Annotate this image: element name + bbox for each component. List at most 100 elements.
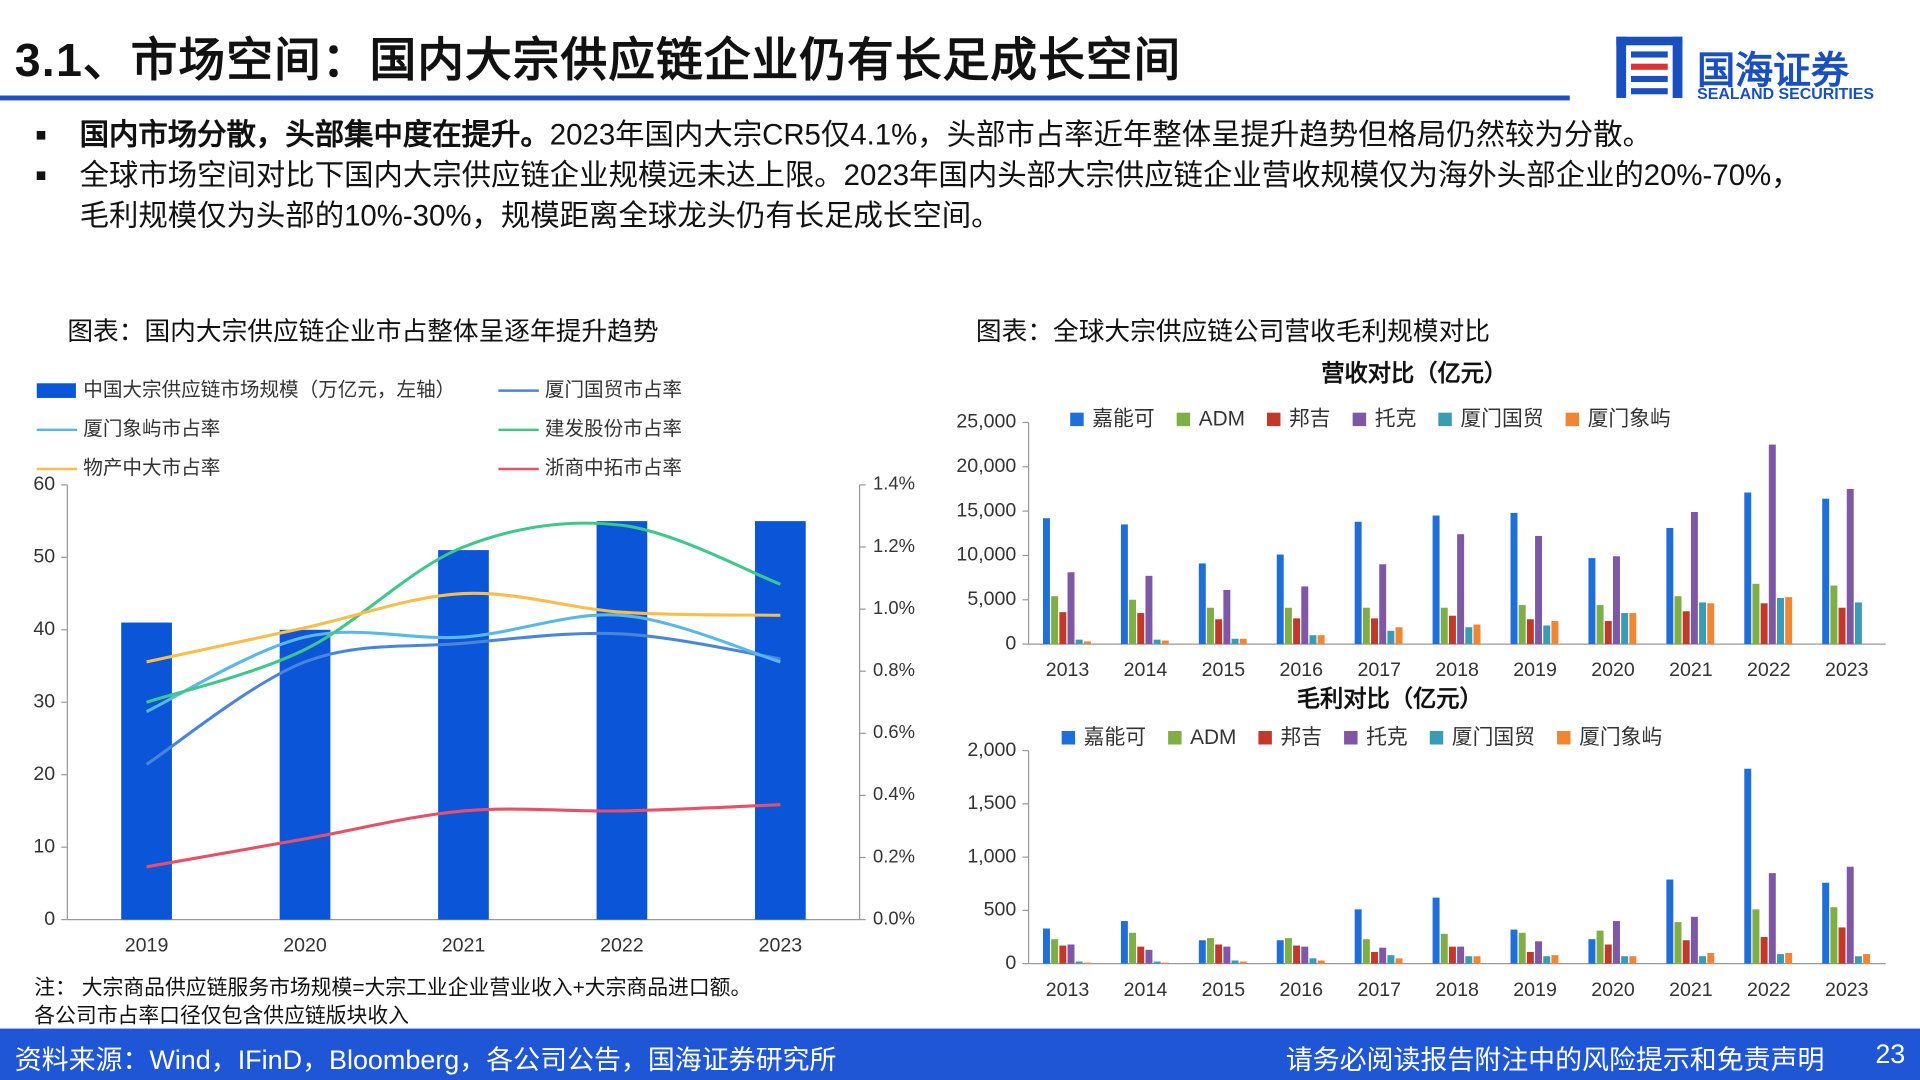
bar bbox=[1822, 498, 1830, 645]
bar bbox=[1145, 949, 1153, 964]
x-tick-label: 2021 bbox=[442, 935, 486, 957]
bar bbox=[1432, 897, 1440, 964]
bar bbox=[1612, 556, 1620, 645]
bar bbox=[1629, 956, 1637, 964]
bar bbox=[1354, 909, 1362, 964]
bar bbox=[1785, 597, 1793, 645]
bar bbox=[1301, 586, 1309, 645]
bar bbox=[1535, 941, 1543, 964]
y-tick-label: 10 bbox=[33, 835, 55, 857]
bar bbox=[1371, 618, 1378, 645]
legend-swatch bbox=[1070, 412, 1084, 427]
y-tick-label: 0 bbox=[1005, 952, 1016, 974]
footer-band bbox=[0, 1028, 1920, 1080]
bar bbox=[1207, 607, 1214, 645]
bar bbox=[1075, 639, 1083, 645]
bar bbox=[1629, 613, 1637, 645]
bar bbox=[1301, 946, 1309, 964]
bar bbox=[1231, 960, 1239, 964]
bar bbox=[1284, 938, 1292, 964]
y2-tick-label: 1.4% bbox=[873, 473, 915, 494]
bar bbox=[1707, 953, 1715, 964]
bar bbox=[1596, 605, 1604, 645]
legend-swatch bbox=[1061, 731, 1076, 745]
bar bbox=[1854, 956, 1862, 964]
y2-tick-label: 1.2% bbox=[873, 535, 915, 556]
bullet: 国内市场分散，头部集中度在提升。2023年国内大宗CR5仅4.1%，头部市占率近… bbox=[80, 115, 1652, 155]
y-tick-label: 15,000 bbox=[956, 499, 1016, 521]
bar bbox=[1129, 599, 1137, 645]
bar bbox=[1457, 946, 1465, 964]
bar bbox=[1473, 956, 1481, 964]
bar bbox=[1284, 607, 1292, 645]
bar bbox=[1543, 956, 1551, 964]
y-tick-label: 1,000 bbox=[967, 845, 1016, 867]
bar bbox=[1838, 607, 1846, 645]
bar bbox=[1854, 602, 1862, 645]
bar bbox=[1551, 621, 1559, 645]
legend-label: 中国大宗供应链市场规模（万亿元，左轴） bbox=[83, 379, 455, 401]
bar bbox=[1666, 527, 1674, 645]
y-tick-label: 25,000 bbox=[956, 411, 1016, 433]
bar bbox=[1395, 958, 1403, 964]
bar bbox=[1768, 873, 1776, 964]
legend-label: 嘉能可 bbox=[1084, 726, 1146, 749]
bar bbox=[1223, 590, 1231, 645]
slide-title: 3.1、市场空间：国内大宗供应链企业仍有长足成长空间 bbox=[14, 35, 1182, 87]
bar bbox=[1362, 939, 1370, 964]
chart-title: 毛利对比（亿元） bbox=[1297, 686, 1483, 712]
x-tick-label: 2023 bbox=[1825, 979, 1869, 1001]
bullet-marker bbox=[36, 171, 46, 180]
bar bbox=[1276, 940, 1284, 964]
bar bbox=[1161, 640, 1169, 645]
bar bbox=[1510, 929, 1518, 964]
x-tick-label: 2013 bbox=[1046, 979, 1090, 1001]
logo-icon bbox=[1616, 36, 1683, 98]
y-tick-label: 60 bbox=[33, 473, 55, 495]
x-tick-label: 2017 bbox=[1357, 979, 1401, 1001]
line bbox=[146, 803, 781, 869]
bar bbox=[1621, 956, 1629, 964]
bar bbox=[1752, 583, 1760, 645]
bar bbox=[1395, 627, 1403, 645]
legend-label: 邦吉 bbox=[1280, 726, 1322, 749]
x-tick-label: 2015 bbox=[1202, 979, 1246, 1001]
bar bbox=[1153, 961, 1161, 964]
x-tick-label: 2020 bbox=[1591, 659, 1635, 681]
bar bbox=[1777, 597, 1784, 645]
legend-label: 嘉能可 bbox=[1092, 408, 1154, 431]
bar bbox=[1588, 939, 1596, 964]
bar bbox=[1042, 928, 1050, 964]
bar bbox=[1526, 951, 1534, 964]
legend-label: 厦门象屿 bbox=[1579, 726, 1662, 749]
y-tick-label: 0 bbox=[44, 908, 55, 930]
panel-title: 图表：全球大宗供应链公司营收毛利规模对比 bbox=[976, 317, 1490, 346]
line bbox=[145, 631, 781, 766]
bar bbox=[1051, 596, 1059, 645]
bar bbox=[1768, 444, 1776, 645]
bar bbox=[1120, 921, 1128, 964]
bar bbox=[1440, 933, 1448, 964]
bar bbox=[1465, 627, 1473, 645]
bar bbox=[1137, 946, 1145, 964]
bar bbox=[438, 550, 489, 920]
bar bbox=[1153, 639, 1161, 645]
bar bbox=[1083, 962, 1091, 964]
legend-label: 物产中大市占率 bbox=[83, 457, 220, 479]
bar bbox=[1621, 613, 1629, 645]
x-tick-label: 2017 bbox=[1357, 659, 1401, 681]
bullet-text: 2023年国内大宗CR5仅4.1%，头部市占率近年整体呈提升趋势但格局仍然较为分… bbox=[549, 118, 1652, 152]
bar bbox=[1067, 944, 1075, 964]
bar bbox=[1752, 909, 1760, 964]
legend-swatch bbox=[1258, 731, 1272, 745]
bar bbox=[1239, 961, 1247, 964]
bar bbox=[1551, 955, 1559, 964]
bar bbox=[1830, 907, 1838, 964]
bar bbox=[1075, 961, 1083, 964]
bar bbox=[121, 622, 172, 920]
bar bbox=[1059, 612, 1067, 645]
bar bbox=[1371, 951, 1378, 964]
bar bbox=[1387, 630, 1395, 645]
bar bbox=[1838, 927, 1846, 964]
